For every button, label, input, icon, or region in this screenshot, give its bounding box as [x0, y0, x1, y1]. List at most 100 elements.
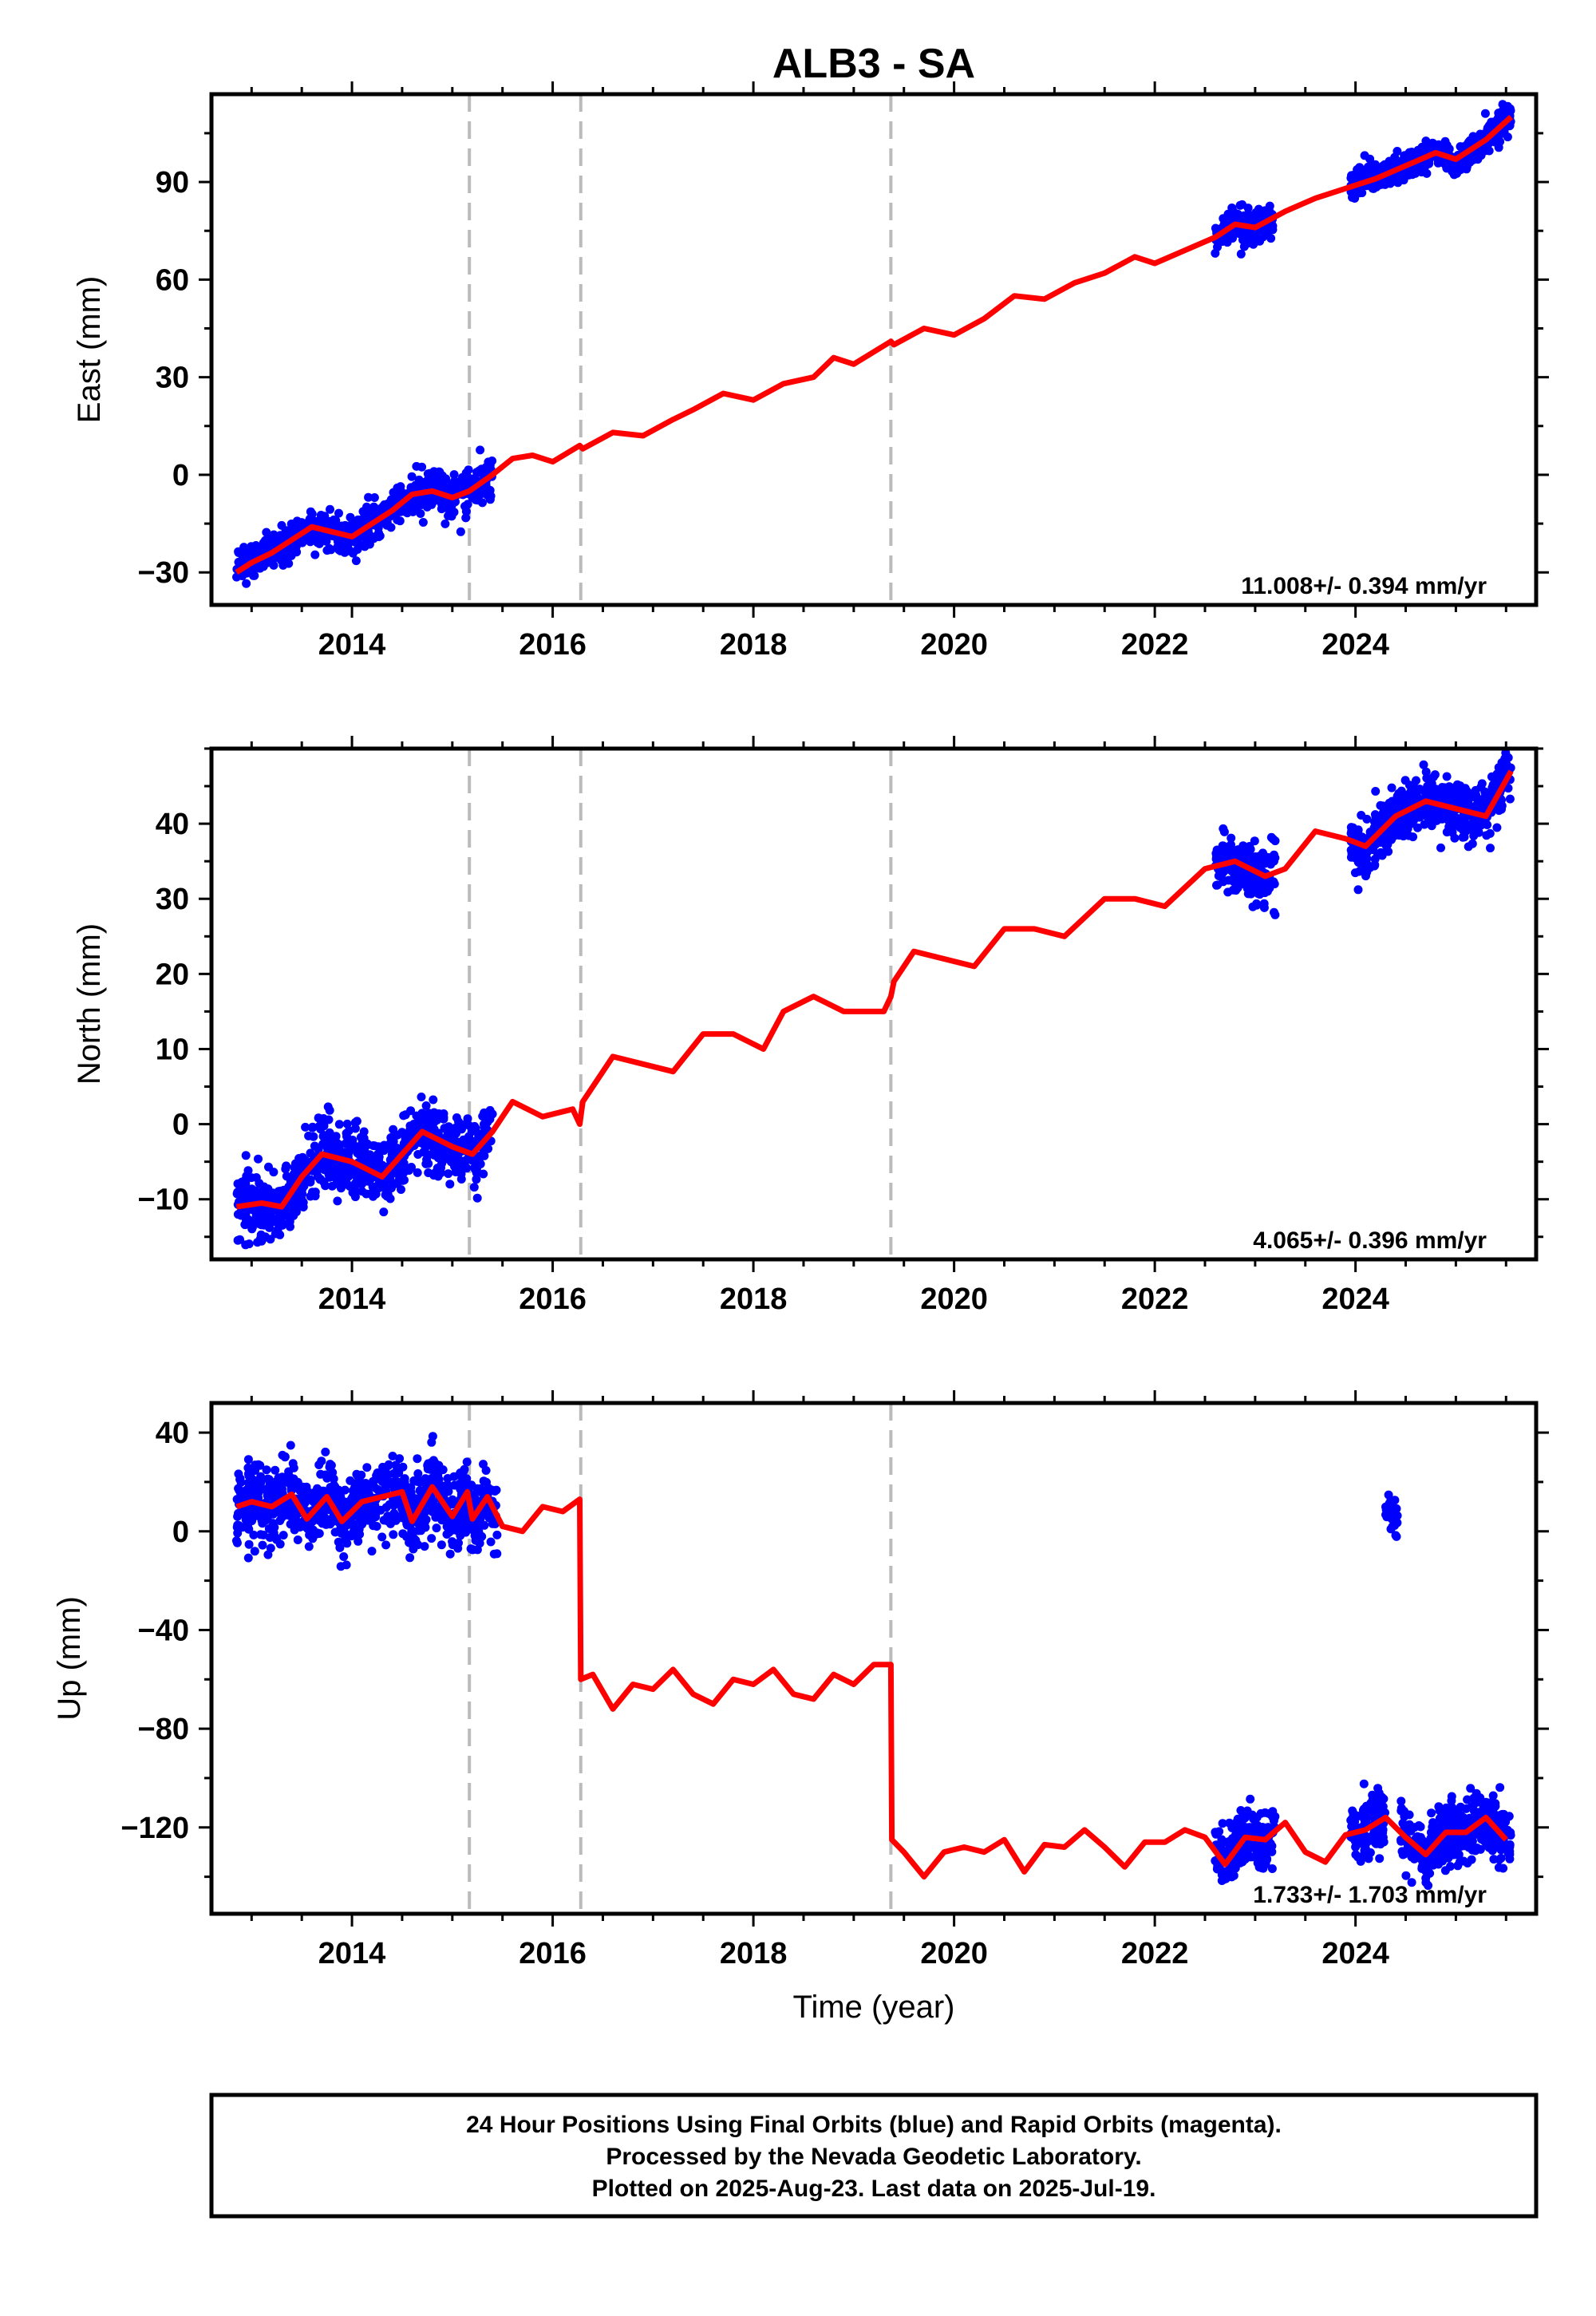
east-point	[1448, 167, 1457, 176]
east-point	[242, 579, 251, 588]
east-point	[434, 467, 444, 476]
up-point	[252, 1488, 262, 1498]
north-point	[291, 1207, 301, 1216]
north-y-tick-label: −10	[138, 1184, 189, 1217]
up-point	[413, 1476, 422, 1486]
up-point	[460, 1476, 469, 1485]
east-point	[325, 543, 334, 553]
up-point	[280, 1452, 290, 1462]
east-point	[1254, 204, 1263, 214]
up-point	[1453, 1861, 1463, 1871]
north-point	[1223, 887, 1233, 897]
north-point	[1471, 785, 1480, 795]
north-point	[1361, 861, 1371, 870]
north-point	[1347, 848, 1357, 858]
figure-title: ALB3 - SA	[772, 41, 975, 87]
north-point	[322, 1160, 331, 1169]
east-point	[444, 483, 453, 492]
panel-north: 2014 2016 2018 2020 2022 2024−10010203040Nort…	[72, 736, 1549, 1316]
east-point	[381, 520, 391, 529]
up-point	[1495, 1811, 1505, 1820]
east-point	[401, 506, 411, 516]
up-point	[489, 1549, 499, 1559]
north-point	[308, 1188, 317, 1197]
north-point	[1238, 843, 1247, 852]
up-point	[488, 1519, 497, 1528]
north-point	[1244, 848, 1254, 858]
east-point	[309, 534, 318, 543]
east-point	[265, 533, 275, 543]
north-point	[444, 1169, 453, 1179]
north-point	[1485, 828, 1495, 838]
north-point	[316, 1175, 326, 1184]
up-point	[427, 1457, 437, 1467]
up-point	[429, 1500, 438, 1509]
up-point	[392, 1480, 401, 1490]
up-point	[377, 1532, 387, 1542]
north-point	[1443, 789, 1452, 799]
up-point	[1428, 1818, 1438, 1828]
north-point	[1353, 830, 1363, 840]
up-point	[1378, 1828, 1388, 1837]
north-point	[354, 1179, 363, 1188]
north-point	[392, 1144, 401, 1152]
north-point	[259, 1211, 268, 1221]
up-point	[293, 1535, 302, 1544]
east-point	[289, 542, 298, 551]
up-point	[244, 1539, 254, 1549]
north-point	[1227, 848, 1237, 858]
north-point	[1495, 772, 1504, 781]
east-point	[1417, 142, 1427, 152]
up-point	[1211, 1828, 1220, 1837]
north-point	[405, 1125, 414, 1135]
north-point	[1492, 779, 1502, 788]
east-point	[279, 560, 288, 570]
east-point	[1235, 200, 1245, 210]
east-point	[367, 512, 377, 521]
north-point	[439, 1114, 448, 1124]
up-point	[1375, 1804, 1385, 1813]
up-point	[233, 1528, 243, 1538]
north-point	[1424, 814, 1433, 824]
north-point	[398, 1176, 407, 1185]
north-point	[1480, 787, 1490, 796]
east-point	[417, 462, 427, 472]
north-point	[1474, 828, 1483, 837]
north-point	[1270, 836, 1280, 846]
east-point	[407, 472, 417, 481]
up-point	[1416, 1822, 1425, 1832]
up-point	[1249, 1814, 1258, 1824]
up-point	[1444, 1853, 1453, 1863]
up-point	[272, 1535, 282, 1544]
up-point	[232, 1538, 242, 1547]
up-point	[1504, 1812, 1514, 1821]
north-point	[1357, 811, 1366, 820]
north-point	[421, 1101, 431, 1110]
north-point	[282, 1172, 291, 1181]
up-point	[1262, 1855, 1271, 1864]
north-point	[480, 1151, 489, 1160]
up-point	[325, 1462, 334, 1472]
north-point	[349, 1144, 358, 1153]
up-point	[1456, 1842, 1466, 1851]
north-point	[330, 1172, 339, 1182]
up-point	[1386, 1496, 1396, 1505]
north-point	[1353, 885, 1363, 895]
north-point	[1233, 880, 1242, 890]
north-point	[331, 1132, 341, 1141]
north-point	[259, 1234, 268, 1243]
east-point	[350, 537, 359, 547]
up-point	[1253, 1848, 1262, 1857]
north-point	[1393, 824, 1403, 833]
north-point	[1361, 871, 1370, 881]
north-point	[1412, 811, 1421, 820]
east-point	[416, 509, 425, 518]
north-point	[1252, 900, 1262, 910]
up-point	[326, 1520, 335, 1529]
east-point	[444, 511, 453, 520]
east-point	[473, 496, 483, 505]
up-point	[448, 1500, 457, 1509]
up-point	[1447, 1792, 1456, 1801]
north-point	[276, 1189, 286, 1199]
up-point	[1497, 1821, 1507, 1831]
